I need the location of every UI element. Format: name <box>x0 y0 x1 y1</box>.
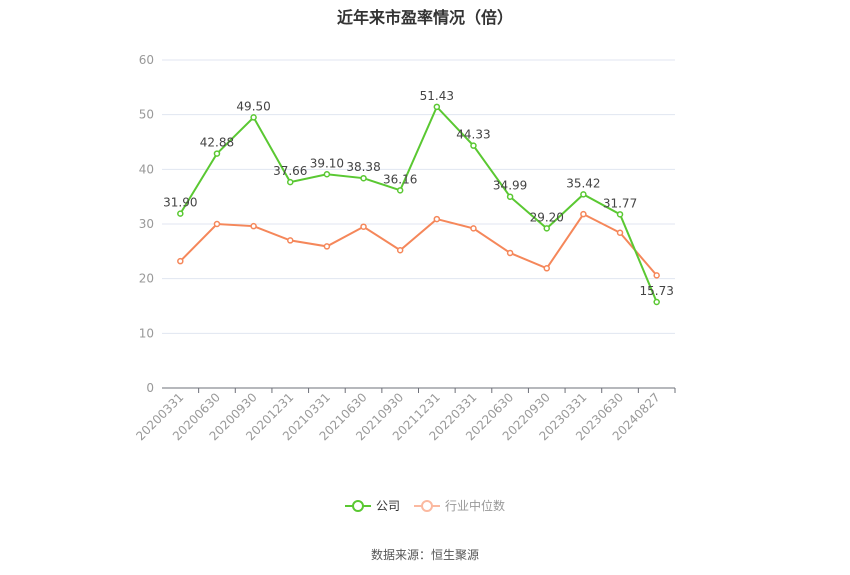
data-source: 数据来源：恒生聚源 <box>370 548 479 562</box>
data-point <box>616 211 624 218</box>
data-label: 36.16 <box>383 172 417 186</box>
y-tick-label: 20 <box>139 272 154 286</box>
y-tick-label: 0 <box>146 381 154 395</box>
series-line-industry <box>179 212 658 277</box>
chart-title: 近年来市盈率情况（倍） <box>336 8 513 27</box>
y-tick-label: 50 <box>139 108 154 122</box>
series-line-company <box>179 105 658 303</box>
data-label: 34.99 <box>493 179 527 193</box>
legend-item-company[interactable]: 公司 <box>344 497 400 514</box>
data-point <box>177 257 184 265</box>
data-point <box>213 220 221 228</box>
legend: 公司 行业中位数 <box>0 497 850 514</box>
legend-marker-company-icon <box>344 499 371 512</box>
data-point <box>433 103 441 111</box>
data-label: 35.42 <box>566 176 600 190</box>
data-point <box>213 150 221 157</box>
legend-label-company: 公司 <box>375 499 400 513</box>
data-label: 15.73 <box>639 284 673 298</box>
data-point <box>396 246 404 254</box>
y-tick-label: 10 <box>139 326 154 340</box>
data-point <box>543 225 550 232</box>
data-point <box>360 223 367 230</box>
data-point <box>177 210 184 217</box>
data-point <box>250 114 257 121</box>
y-tick-label: 40 <box>139 162 154 176</box>
data-point <box>433 215 441 223</box>
data-label: 37.66 <box>273 164 307 178</box>
data-label: 31.90 <box>163 196 197 210</box>
data-label: 42.88 <box>200 136 234 150</box>
y-tick-label: 60 <box>139 53 154 67</box>
data-point <box>653 298 660 306</box>
legend-item-industry[interactable]: 行业中位数 <box>414 497 505 514</box>
data-label: 51.43 <box>420 89 454 103</box>
data-point <box>323 171 331 178</box>
data-point <box>396 187 404 194</box>
data-label: 38.38 <box>346 160 380 174</box>
y-tick-label: 30 <box>139 217 154 231</box>
data-point <box>287 237 294 244</box>
data-point <box>580 191 587 198</box>
data-point <box>323 243 331 250</box>
data-point <box>580 210 587 218</box>
data-label: 31.77 <box>603 196 637 210</box>
data-point <box>360 174 367 182</box>
data-point <box>506 193 514 200</box>
data-point <box>470 142 477 149</box>
data-label: 39.10 <box>310 156 344 170</box>
data-point <box>287 178 294 186</box>
legend-marker-industry-icon <box>414 499 440 512</box>
data-point <box>250 222 257 230</box>
data-point <box>506 249 514 257</box>
data-point <box>470 225 477 232</box>
legend-label-industry: 行业中位数 <box>445 499 506 513</box>
data-label: 44.33 <box>456 128 490 142</box>
data-point <box>543 265 550 272</box>
data-point <box>616 229 624 236</box>
data-point <box>653 272 660 279</box>
line-chart: 0102030405060202003312020063020200930202… <box>133 53 676 443</box>
data-label: 29.20 <box>530 210 564 224</box>
data-label: 49.50 <box>236 99 270 113</box>
